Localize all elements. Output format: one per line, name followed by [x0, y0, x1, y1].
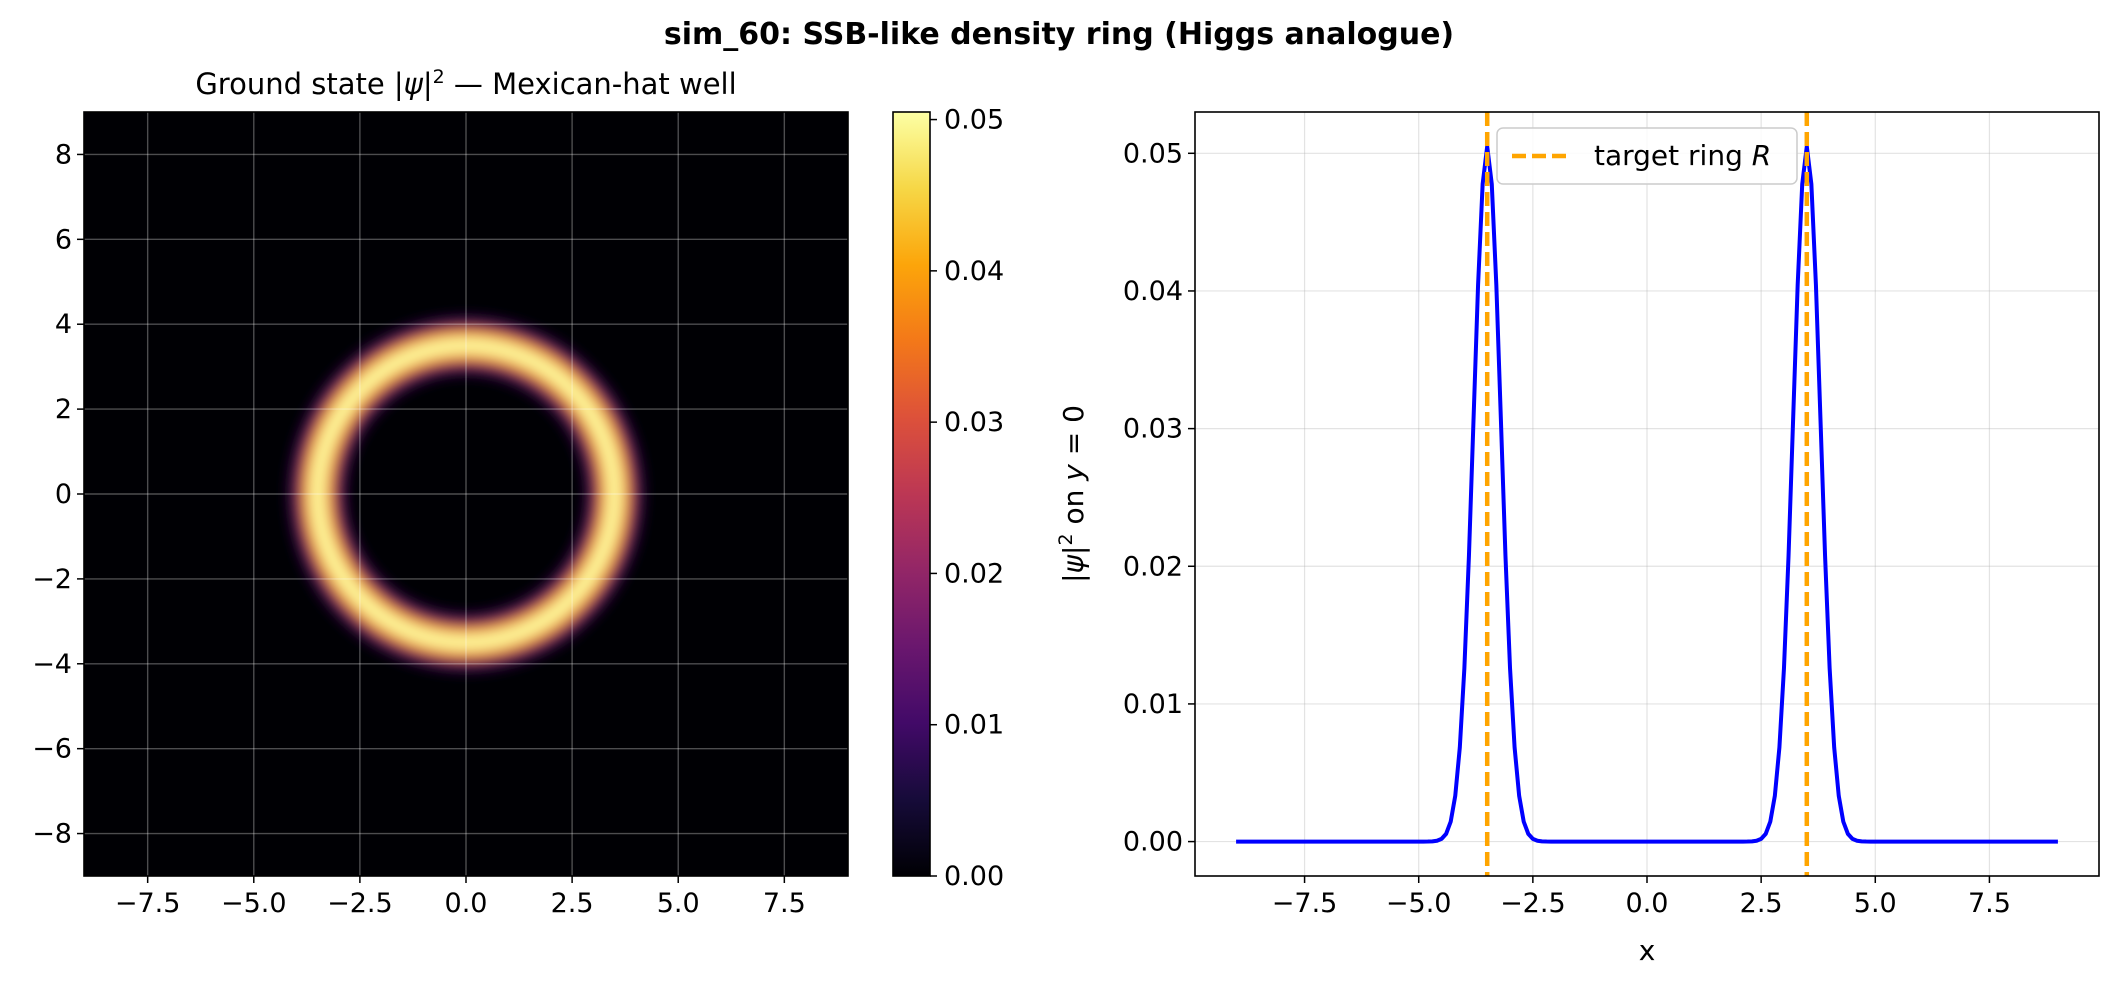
legend-box	[1496, 127, 1798, 185]
profile-x-tick-label: 7.5	[1968, 888, 2011, 919]
heatmap-title: Ground state |ψ|2 — Mexican-hat well	[195, 66, 736, 101]
profile-background	[1195, 112, 2099, 876]
profile-x-tick-label: 5.0	[1854, 888, 1897, 919]
heatmap-x-tick-label: 7.5	[763, 888, 806, 919]
colorbar-gradient	[893, 112, 930, 876]
heatmap-y-tick-label: −6	[32, 734, 72, 765]
legend-label-target-ring: target ring R	[1594, 139, 1771, 172]
profile-x-tick-label: −2.5	[1500, 888, 1566, 919]
density-profile-line	[1236, 144, 2058, 844]
heatmap-x-tick-label: 5.0	[657, 888, 700, 919]
legend: target ring R	[1496, 127, 1798, 185]
colorbar-axis: 0.00 0.01 0.02 0.03 0.04 0.05	[930, 105, 1004, 892]
colorbar-tick-label: 0.01	[944, 710, 1004, 741]
heatmap-background	[84, 112, 848, 876]
colorbar-tick-label: 0.00	[944, 861, 1004, 892]
profile-y-tick-label: 0.04	[1123, 276, 1183, 307]
colorbar: 0.00 0.01 0.02 0.03 0.04 0.05	[892, 105, 1004, 892]
heatmap-x-tick-label: −7.5	[115, 888, 181, 919]
profile-x-label: x	[1639, 934, 1656, 967]
heatmap-x-tick-label: −2.5	[327, 888, 393, 919]
profile-x-tick-label: −5.0	[1386, 888, 1452, 919]
heatmap-grid	[84, 112, 848, 876]
heatmap-panel: Ground state |ψ|2 — Mexican-hat well −7.…	[32, 66, 849, 919]
profile-y-tick-label: 0.03	[1123, 414, 1183, 445]
heatmap-y-tick-label: −2	[32, 564, 72, 595]
heatmap-y-tick-label: 2	[55, 394, 72, 425]
profile-x-tick-label: −7.5	[1272, 888, 1338, 919]
heatmap-x-tick-label: −5.0	[221, 888, 287, 919]
profile-y-tick-label: 0.02	[1123, 551, 1183, 582]
heatmap-x-tick-label: 0.0	[445, 888, 488, 919]
profile-series	[1236, 112, 2058, 876]
heatmap-y-tick-label: −4	[32, 649, 72, 680]
heatmap-y-tick-label: −8	[32, 819, 72, 850]
profile-x-axis: −7.5 −5.0 −2.5 0.0 2.5 5.0 7.5	[1272, 876, 2011, 919]
density-ring	[289, 317, 643, 671]
heatmap-y-axis: 8 6 4 2 0 −2 −4 −6 −8	[32, 139, 84, 850]
heatmap-x-axis: −7.5 −5.0 −2.5 0.0 2.5 5.0 7.5	[115, 876, 806, 919]
colorbar-tick-label: 0.02	[944, 558, 1004, 589]
colorbar-frame	[892, 111, 931, 877]
colorbar-tick-label: 0.04	[944, 256, 1004, 287]
figure-title: sim_60: SSB-like density ring (Higgs ana…	[664, 17, 1454, 52]
heatmap-y-tick-label: 4	[55, 309, 72, 340]
profile-x-tick-label: 0.0	[1626, 888, 1669, 919]
heatmap-x-tick-label: 2.5	[551, 888, 594, 919]
profile-y-tick-label: 0.01	[1123, 689, 1183, 720]
profile-panel: −7.5 −5.0 −2.5 0.0 2.5 5.0 7.5 0.000.010.020.0…	[1055, 111, 2100, 967]
colorbar-tick-label: 0.03	[944, 407, 1004, 438]
profile-y-tick-label: 0.00	[1123, 827, 1183, 858]
profile-x-tick-label: 2.5	[1740, 888, 1783, 919]
heatmap-y-tick-label: 0	[55, 479, 72, 510]
heatmap-y-tick-label: 8	[55, 139, 72, 170]
heatmap-y-tick-label: 6	[55, 224, 72, 255]
colorbar-tick-label: 0.05	[944, 105, 1004, 136]
profile-y-tick-label: 0.05	[1123, 138, 1183, 169]
profile-y-label: |ψ|2 on y = 0	[1055, 405, 1090, 583]
profile-y-axis: 0.00 0.01 0.02 0.03 0.04 0.05	[1123, 138, 1195, 858]
